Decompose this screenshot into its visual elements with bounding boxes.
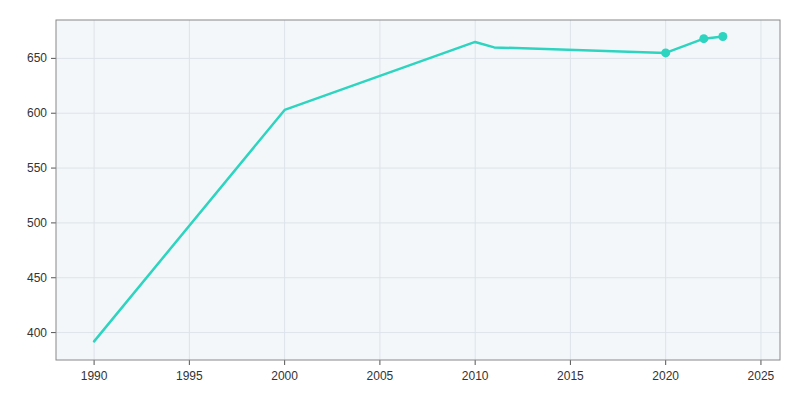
y-grid-line [56,332,780,333]
x-tick [760,360,761,365]
x-tick [665,360,666,365]
data [94,32,727,341]
x-tick-label: 1995 [176,369,203,383]
y-tick [51,222,56,223]
x-tick-label: 2005 [367,369,394,383]
y-tick [51,277,56,278]
x-grid-line [665,20,666,360]
x-tick [284,360,285,365]
y-tick-label: 400 [27,326,47,340]
y-tick [51,332,56,333]
y-tick [51,168,56,169]
x-tick-label: 1990 [81,369,108,383]
y-grid-line [56,113,780,114]
x-grid-line [760,20,761,360]
x-tick [379,360,380,365]
x-grid-line [189,20,190,360]
y-tick [51,58,56,59]
grid [56,20,780,360]
x-grid-line [284,20,285,360]
x-grid-line [475,20,476,360]
x-tick [570,360,571,365]
plot-frame [56,20,780,360]
line [94,36,723,341]
x-tick-label: 2010 [462,369,489,383]
y-tick-label: 650 [27,51,47,65]
x-tick-label: 2015 [557,369,584,383]
x-tick [189,360,190,365]
point [718,32,727,41]
y-tick-label: 550 [27,161,47,175]
plot-area [56,20,780,360]
y-tick-label: 600 [27,106,47,120]
y-tick [51,113,56,114]
chart: 1990 1995 2000 2005 2010 2015 2020 2025 400 450 50… [0,0,800,400]
y-grid-line [56,277,780,278]
point [661,48,670,57]
x-tick-label: 2025 [748,369,775,383]
y-tick-label: 450 [27,271,47,285]
point [699,34,708,43]
x-grid-line [570,20,571,360]
x-tick [94,360,95,365]
y-tick-label: 500 [27,216,47,230]
x-tick-label: 2000 [271,369,298,383]
x-tick [475,360,476,365]
x-grid-line [379,20,380,360]
x-grid-line [94,20,95,360]
x-tick-label: 2020 [652,369,679,383]
y-grid-line [56,222,780,223]
y-grid-line [56,58,780,59]
axes: 1990 1995 2000 2005 2010 2015 2020 2025 400 450 50… [27,51,775,383]
y-grid-line [56,168,780,169]
